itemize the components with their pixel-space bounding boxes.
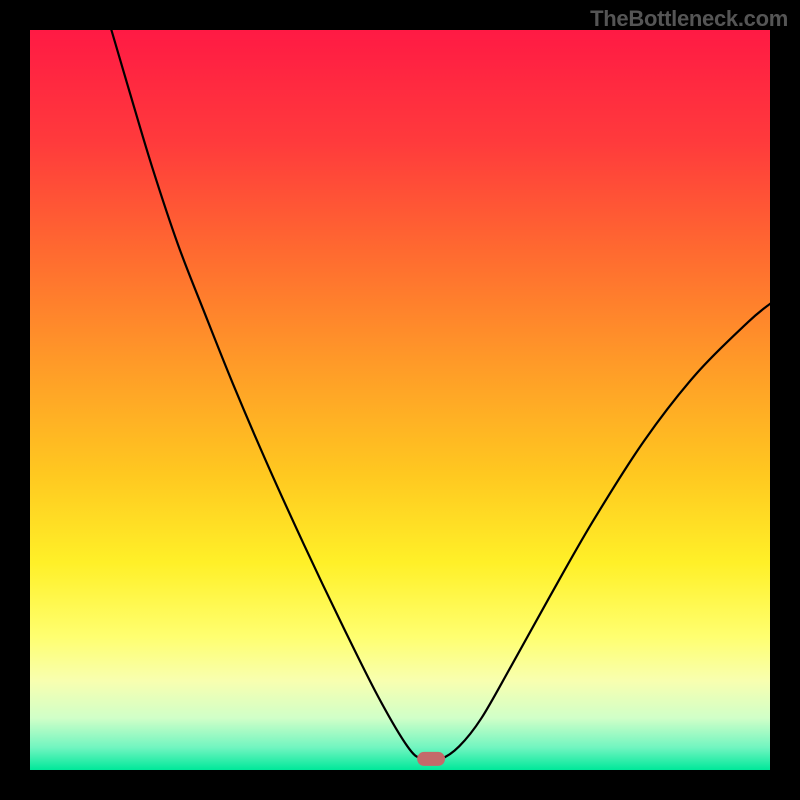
optimal-marker xyxy=(417,752,445,766)
plot-svg xyxy=(0,0,800,800)
watermark-text: TheBottleneck.com xyxy=(590,6,788,32)
gradient-background xyxy=(30,30,770,770)
